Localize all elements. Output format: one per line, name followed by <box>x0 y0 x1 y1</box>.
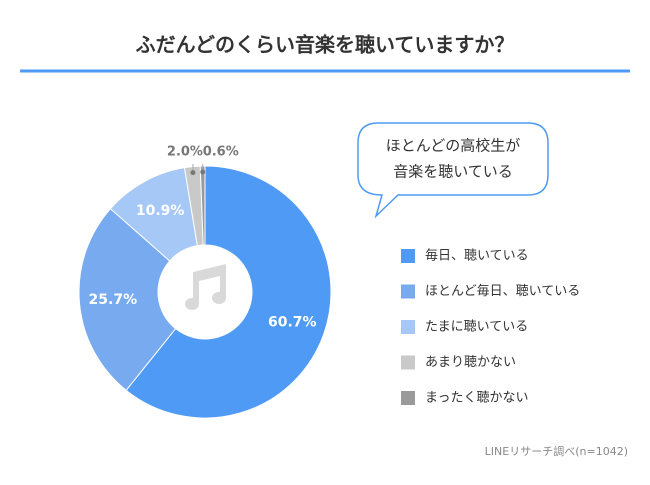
annotation-line: 音楽を聴いている <box>393 163 513 181</box>
data-label: 2.0% <box>167 145 203 160</box>
source-note: LINEリサーチ調べ(n=1042) <box>485 444 628 458</box>
legend-swatch <box>401 284 415 299</box>
annotation-line: ほとんどの高校生が <box>386 137 521 155</box>
donut-slice <box>78 208 177 391</box>
leader-dot <box>190 170 196 176</box>
data-label: 60.7% <box>268 315 317 331</box>
legend-label: 毎日、聴いている <box>425 248 529 264</box>
legend-label: たまに聴いている <box>425 320 528 335</box>
chart-title: ふだんどのくらい音楽を聴いていますか？ <box>136 33 515 57</box>
data-label: 25.7% <box>89 292 138 308</box>
data-label: 0.6% <box>203 145 239 160</box>
music-icon <box>185 264 226 310</box>
donut: 60.7% 25.7% 10.9% 2.0% 0.6% <box>78 145 332 419</box>
legend: 毎日、聴いているほとんど毎日、聴いているたまに聴いているあまり聴かないまったく聴… <box>401 248 580 406</box>
legend-label: ほとんど毎日、聴いている <box>425 283 580 299</box>
data-label: 10.9% <box>136 203 185 219</box>
donut-slice <box>125 165 332 419</box>
legend-swatch <box>401 320 415 334</box>
legend-swatch <box>401 391 415 405</box>
donut-slice <box>199 165 206 246</box>
legend-swatch <box>401 249 415 263</box>
legend-label: あまり聴かない <box>425 355 516 370</box>
leader-dot <box>200 169 206 175</box>
annotation-bubble: ほとんどの高校生が 音楽を聴いている <box>357 122 549 219</box>
legend-label: まったく聴かない <box>425 391 528 406</box>
legend-swatch <box>401 355 415 370</box>
